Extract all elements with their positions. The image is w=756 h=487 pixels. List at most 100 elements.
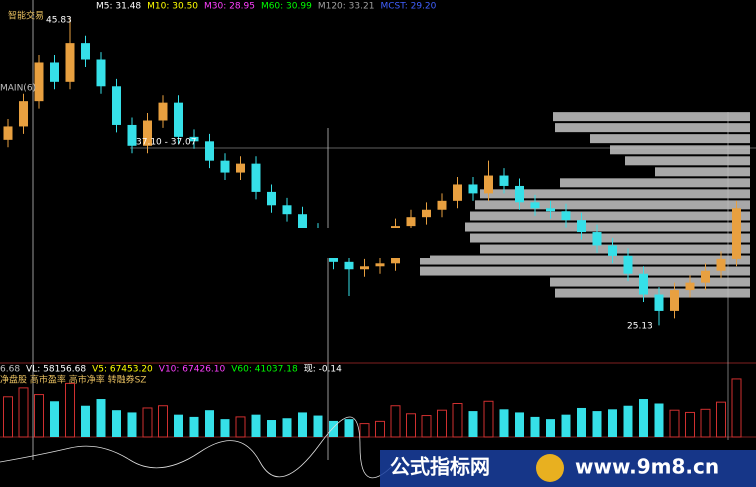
candle-body <box>639 273 648 295</box>
candle-body <box>437 200 447 210</box>
volume-bar <box>577 407 586 437</box>
volume-label: VL: 58156.68 <box>26 365 86 375</box>
stock-tags: 净盘股 高市盈率 高市净率 转融券SZ <box>0 374 146 386</box>
candle-body <box>654 294 664 311</box>
candle-body <box>546 208 555 212</box>
profile-bar <box>475 200 750 210</box>
profile-bar <box>550 277 750 287</box>
candle-body <box>701 270 710 283</box>
candle-body <box>220 160 230 173</box>
volume-bar <box>81 405 90 437</box>
chart-title: 智能交易 <box>8 10 44 22</box>
profile-bar <box>420 255 750 265</box>
volume-bar <box>561 414 571 437</box>
profile-bar <box>555 288 750 298</box>
volume-bar <box>18 387 29 438</box>
volume-bar <box>112 410 121 437</box>
volume-bar <box>344 419 354 437</box>
volume-label: 现: -0.14 <box>304 364 342 375</box>
candle-body <box>81 43 90 60</box>
blank-block <box>428 0 756 112</box>
volume-label: V10: 67426.10 <box>159 365 226 375</box>
ma-label: MCST: 29.20 <box>380 2 436 12</box>
candle-body <box>236 163 245 173</box>
profile-bar <box>465 222 750 232</box>
volume-bar <box>468 411 478 437</box>
profile-bar <box>590 134 750 144</box>
profile-bar <box>625 156 750 166</box>
high-annotation: 45.83 <box>46 16 72 26</box>
candle-body <box>127 124 137 146</box>
candle-body <box>96 59 106 87</box>
volume-bar <box>700 408 711 438</box>
candle-body <box>112 86 121 125</box>
candle-body <box>406 217 416 227</box>
volume-bar <box>205 410 214 437</box>
volume-bar <box>174 414 183 437</box>
candle-body <box>453 184 462 201</box>
watermark-text: 公式指标网 <box>390 455 490 479</box>
volume-bar <box>483 400 494 438</box>
candle-body <box>298 214 307 231</box>
candle-body <box>685 282 695 291</box>
volume-bar <box>96 399 106 437</box>
volume-bar <box>437 409 447 438</box>
volume-bar <box>50 401 59 437</box>
profile-bar <box>555 123 750 133</box>
volume-bar <box>546 419 555 437</box>
volume-bar <box>499 409 509 437</box>
profile-bar <box>655 167 750 177</box>
candle-body <box>189 136 199 142</box>
low-annotation: 25.13 <box>627 322 653 332</box>
profile-bar <box>480 189 750 199</box>
candle-body <box>561 211 571 221</box>
volume-bar <box>375 420 385 438</box>
candle-body <box>530 202 540 209</box>
candle-body <box>360 266 369 270</box>
indicator-line <box>0 416 401 479</box>
profile-bar <box>470 233 750 243</box>
volume-bar <box>65 382 75 438</box>
candle-body <box>143 120 152 146</box>
candle-body <box>158 102 168 121</box>
main-label: MAIN(6) <box>0 84 36 94</box>
ma-label: M60: 30.99 <box>261 2 312 12</box>
volume-bar <box>235 416 246 438</box>
candle-body <box>34 62 44 102</box>
candles <box>3 17 741 326</box>
ma-label: M5: 31.48 <box>96 2 141 12</box>
candle-body <box>375 263 385 267</box>
candle-body <box>468 184 478 194</box>
volume-bar <box>421 415 432 438</box>
candle-body <box>499 175 509 186</box>
volume-bar <box>34 394 44 438</box>
candle-body <box>205 141 214 161</box>
candle-body <box>422 209 431 218</box>
ma-legend: M5: 31.48 M10: 30.50 M30: 28.95 M60: 30.99 M… <box>96 2 437 12</box>
candle-body <box>608 245 617 256</box>
volume-bar <box>685 411 695 438</box>
volume-bar <box>329 420 338 437</box>
volume-bar <box>267 420 276 437</box>
profile-bar <box>553 112 750 122</box>
volume-bar <box>220 419 230 437</box>
candle-body <box>670 290 679 311</box>
ma-label: M10: 30.50 <box>147 2 198 12</box>
range-annotation: 37.10 - 37.07 <box>136 138 197 148</box>
profile-bar <box>560 178 750 188</box>
volume-bar <box>406 413 416 438</box>
watermark-url: www.9m8.cn <box>575 455 719 479</box>
volume-label: V5: 67453.20 <box>92 365 153 375</box>
volume-bar <box>251 414 261 437</box>
candle-body <box>50 62 59 82</box>
volume-bars <box>3 378 742 438</box>
candle-body <box>251 163 261 192</box>
candle-body <box>732 208 741 259</box>
candle-body <box>515 185 524 203</box>
volume-bar <box>142 407 153 438</box>
ma-label: M30: 28.95 <box>204 2 255 12</box>
candle-body <box>592 232 602 246</box>
candle-body <box>19 101 28 127</box>
volume-bar <box>716 401 726 438</box>
volume-bar <box>452 403 463 438</box>
